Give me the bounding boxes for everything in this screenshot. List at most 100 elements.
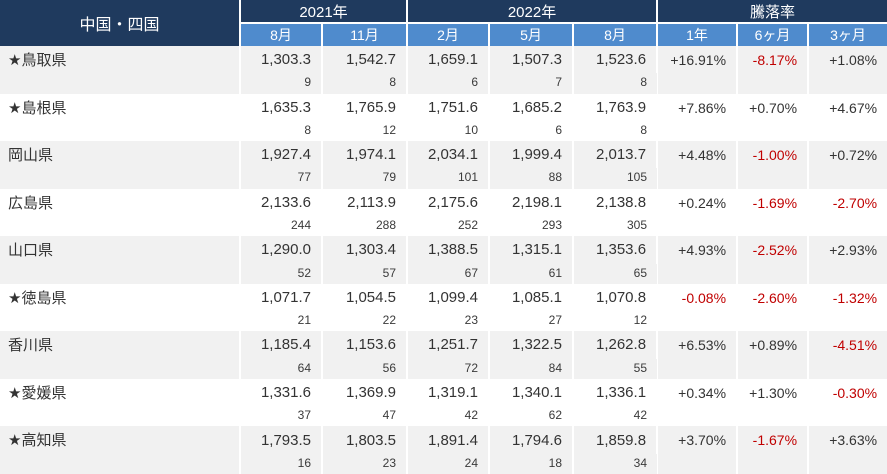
price-value-cell: 1,794.6 <box>489 426 574 454</box>
change-rate-cell: +4.67% <box>829 99 878 116</box>
change-rate-cell: +2.93% <box>808 236 887 284</box>
count-cell: 252 <box>407 215 490 237</box>
change-rate-cell: -2.52% <box>737 236 810 284</box>
prefecture-name: ★島根県 <box>0 93 241 142</box>
table-row: 岡山県 1,927.4 1,974.1 2,034.1 1,999.4 2,013.7 +4… <box>0 141 887 189</box>
region-title: 中国・四国 <box>0 0 241 46</box>
count-cell: 77 <box>240 168 323 189</box>
price-value-cell: 2,198.1 <box>489 188 574 216</box>
price-value-cell: 1,507.3 <box>489 46 574 74</box>
price-value-cell: 1,054.5 <box>322 283 408 312</box>
price-value-cell: 1,290.0 <box>240 236 323 264</box>
col-change-6m: 6ヶ月 <box>737 23 810 46</box>
count-cell: 16 <box>240 453 323 474</box>
price-value-cell: 1,340.1 <box>489 378 574 407</box>
prefecture-name: ★徳島県 <box>0 283 241 332</box>
change-rate-cell: +6.53% <box>657 331 739 379</box>
count-cell: 10 <box>407 120 490 142</box>
price-value-cell: 1,388.5 <box>407 236 490 264</box>
price-value-cell: 1,262.8 <box>573 331 659 359</box>
price-value-cell: 1,542.7 <box>322 46 408 74</box>
table-row: 広島県 2,133.6 2,113.9 2,175.6 2,198.1 2,138.8 +0… <box>0 188 887 237</box>
table-row: ★愛媛県 1,331.6 1,369.9 1,319.1 1,340.1 1,336.1 +… <box>0 378 887 427</box>
count-cell: 8 <box>573 73 658 94</box>
table-row: 香川県 1,185.4 1,153.6 1,251.7 1,322.5 1,262.8 +6… <box>0 331 887 379</box>
price-value-cell: 2,138.8 <box>573 188 659 216</box>
price-value-cell: 1,763.9 <box>573 93 659 121</box>
count-cell: 56 <box>322 358 408 379</box>
count-cell: 23 <box>322 453 408 474</box>
price-value-cell: 1,751.6 <box>407 93 490 121</box>
count-cell: 8 <box>322 73 408 94</box>
change-rate-cell: +0.70% <box>737 93 810 142</box>
change-rate-cell: +4.48% <box>657 141 739 189</box>
prefecture-name: 広島県 <box>0 188 241 237</box>
count-cell: 6 <box>489 120 574 142</box>
price-value-cell: 2,133.6 <box>240 188 323 216</box>
price-value-cell: 1,369.9 <box>322 378 408 407</box>
table-row-counts: 37 47 42 62 42 <box>0 406 887 427</box>
table-row-counts: 244 288 252 293 305 <box>0 215 887 237</box>
count-cell: 24 <box>407 453 490 474</box>
table-row: ★島根県 1,635.3 1,765.9 1,751.6 1,685.2 1,763.9 +… <box>0 93 887 142</box>
count-cell: 8 <box>240 120 323 142</box>
count-cell: 6 <box>407 73 490 94</box>
count-cell: 22 <box>322 311 408 332</box>
change-rate-cell: +1.30% <box>737 378 810 427</box>
price-value-cell: 2,113.9 <box>322 188 408 216</box>
count-cell: 72 <box>407 358 490 379</box>
change-rate-cell: +0.24% <box>657 188 739 237</box>
change-rate-cell: -2.60% <box>737 283 810 332</box>
price-value-cell: 1,303.3 <box>240 46 323 74</box>
table-row-counts: 16 23 24 18 34 <box>0 453 887 474</box>
count-cell: 21 <box>240 311 323 332</box>
price-value-cell: 1,070.8 <box>573 283 659 312</box>
count-cell: 47 <box>322 406 408 427</box>
price-value-cell: 2,013.7 <box>573 141 659 169</box>
prefecture-name: 香川県 <box>0 331 241 379</box>
count-cell: 57 <box>322 263 408 284</box>
count-cell: 79 <box>322 168 408 189</box>
count-cell: 8 <box>640 122 648 137</box>
count-cell: 61 <box>489 263 574 284</box>
prefecture-name: 岡山県 <box>0 141 241 189</box>
prefecture-name: ★高知県 <box>0 426 241 474</box>
price-value-cell: 1,927.4 <box>240 141 323 169</box>
change-rate-cell: -4.51% <box>808 331 887 379</box>
count-cell: 18 <box>489 453 574 474</box>
price-value-cell: 1,336.1 <box>573 378 659 407</box>
price-value-cell: 1,303.4 <box>322 236 408 264</box>
change-rate-group: 騰落率 <box>657 0 887 24</box>
count-cell: 67 <box>407 263 490 284</box>
table-row-counts: 21 22 23 27 12 <box>0 311 887 332</box>
change-rate-cell: +3.70% <box>657 426 739 474</box>
price-value-cell: 1,999.4 <box>489 141 574 169</box>
count-cell: 9 <box>240 73 323 94</box>
col-change-1y: 1年 <box>657 23 739 46</box>
price-value-cell: 1,974.1 <box>322 141 408 169</box>
price-value-cell: 1,153.6 <box>322 331 408 359</box>
col-2022-may: 5月 <box>489 23 574 46</box>
price-value-cell: 1,685.2 <box>489 93 574 121</box>
col-2022-aug: 8月 <box>573 23 659 46</box>
prefecture-name: ★鳥取県 <box>0 46 241 94</box>
count-cell: 37 <box>240 406 323 427</box>
change-rate-cell: -1.69% <box>737 188 810 237</box>
change-rate-cell: +0.34% <box>657 378 739 427</box>
price-value-cell: 1,099.4 <box>407 283 490 312</box>
change-rate-cell: +1.08% <box>808 46 887 94</box>
table-body: ★鳥取県 1,303.3 1,542.7 1,659.1 1,507.3 1,523.6 +… <box>0 46 887 474</box>
col-2022-feb: 2月 <box>407 23 490 46</box>
count-cell: 88 <box>489 168 574 189</box>
col-change-3m: 3ヶ月 <box>808 23 887 46</box>
change-rate-cell: -1.67% <box>737 426 810 474</box>
count-cell: 27 <box>489 311 574 332</box>
count-cell: 305 <box>627 217 648 232</box>
count-cell: 42 <box>407 406 490 427</box>
change-rate-cell: +4.93% <box>657 236 739 284</box>
table-row-counts: 52 57 67 61 65 <box>0 263 887 284</box>
count-cell: 105 <box>573 168 658 189</box>
change-rate-cell: -8.17% <box>737 46 810 94</box>
